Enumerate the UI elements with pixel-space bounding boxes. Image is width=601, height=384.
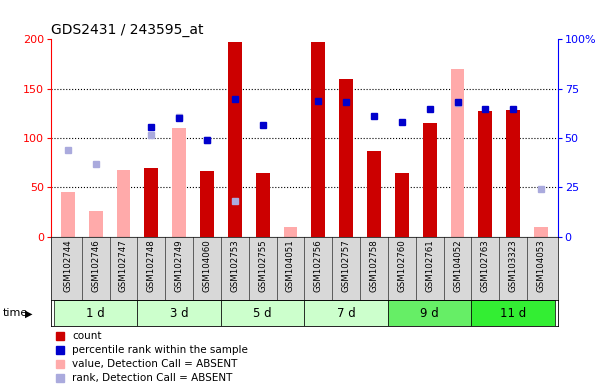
Bar [284,227,297,237]
Bar [534,227,548,237]
Text: GSM102756: GSM102756 [314,240,323,292]
Text: GSM102757: GSM102757 [341,240,350,292]
Bar [367,151,381,237]
Text: GSM102747: GSM102747 [119,240,128,292]
Text: GSM102755: GSM102755 [258,240,267,292]
Text: 1 d: 1 d [87,307,105,320]
Text: 3 d: 3 d [170,307,189,320]
Bar [311,42,325,237]
Bar [451,69,465,237]
Text: ▶: ▶ [25,308,32,318]
Text: percentile rank within the sample: percentile rank within the sample [72,345,248,355]
Bar [172,128,186,237]
Text: GDS2431 / 243595_at: GDS2431 / 243595_at [51,23,204,37]
Bar [255,173,270,237]
Text: 5 d: 5 d [254,307,272,320]
Bar [117,170,130,237]
Text: 9 d: 9 d [420,307,439,320]
Bar [61,192,75,237]
Text: GSM102753: GSM102753 [230,240,239,292]
Bar [200,170,214,237]
Bar [388,300,471,326]
Bar [471,300,555,326]
Text: GSM103323: GSM103323 [508,240,517,292]
Text: rank, Detection Call = ABSENT: rank, Detection Call = ABSENT [72,373,233,383]
Bar [506,110,520,237]
Text: GSM102749: GSM102749 [175,240,184,292]
Bar [304,300,388,326]
Bar [228,42,242,237]
Text: GSM102748: GSM102748 [147,240,156,292]
Text: GSM104053: GSM104053 [537,240,546,292]
Bar [339,79,353,237]
Text: GSM102758: GSM102758 [370,240,379,292]
Text: GSM102744: GSM102744 [63,240,72,292]
Text: time: time [3,308,28,318]
Bar [54,300,138,326]
Text: GSM104060: GSM104060 [203,240,212,292]
Text: GSM102746: GSM102746 [91,240,100,292]
Text: 11 d: 11 d [500,307,526,320]
Text: GSM102763: GSM102763 [481,240,490,292]
Text: GSM102761: GSM102761 [425,240,434,292]
Bar [138,300,221,326]
Text: GSM104052: GSM104052 [453,240,462,292]
Bar [221,300,305,326]
Bar [144,168,158,237]
Text: count: count [72,331,102,341]
Bar [478,111,492,237]
Text: GSM104051: GSM104051 [286,240,295,292]
Text: GSM102760: GSM102760 [397,240,406,292]
Bar [89,211,103,237]
Text: 7 d: 7 d [337,307,356,320]
Text: value, Detection Call = ABSENT: value, Detection Call = ABSENT [72,359,237,369]
Bar [423,123,437,237]
Bar [395,173,409,237]
